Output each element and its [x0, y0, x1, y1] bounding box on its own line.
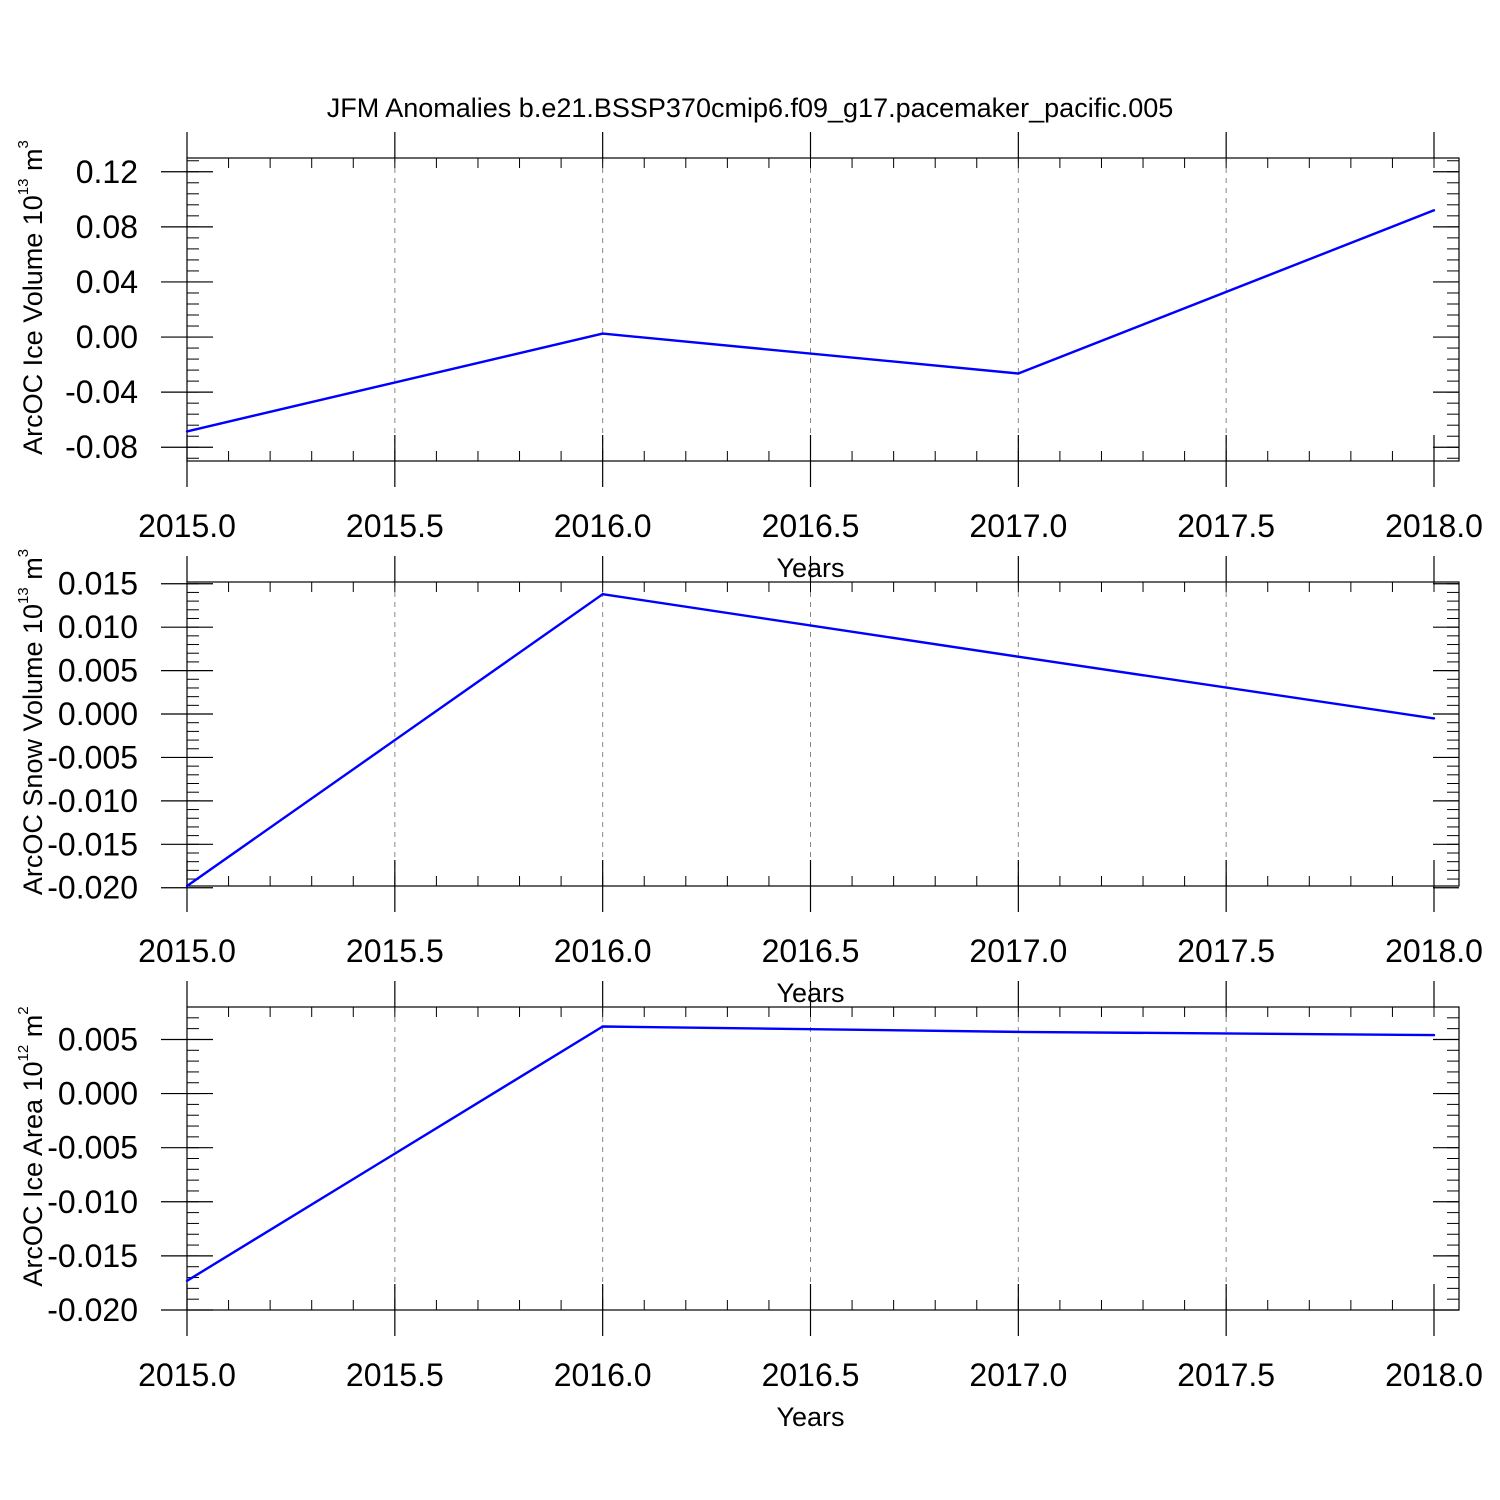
y-tick-label: 0.04 — [76, 264, 138, 300]
y-tick-label: -0.020 — [47, 870, 138, 906]
x-tick-label: 2016.5 — [762, 933, 860, 969]
chart-panel-3: 2015.0 2015.5 2016.0 2016.5 2017.0 2017.5 2018… — [15, 981, 1483, 1432]
data-point — [1432, 209, 1436, 212]
data-point — [601, 332, 604, 335]
y-tick-label: 0.08 — [76, 209, 138, 245]
x-tick-label: 2017.5 — [1177, 508, 1275, 544]
x-tick-label: 2015.5 — [346, 933, 444, 969]
x-tick-label: 2017.0 — [969, 1357, 1067, 1393]
data-point — [1432, 1033, 1436, 1037]
plot-frame — [186, 157, 1460, 462]
x-tick-label: 2018.0 — [1385, 508, 1483, 544]
x-tick-label: 2015.5 — [346, 1357, 444, 1393]
x-tick-label: 2015.5 — [346, 508, 444, 544]
y-tick-label: 0.000 — [58, 1076, 138, 1112]
y-tick-label: 0.12 — [76, 154, 138, 190]
x-tick-label: 2017.0 — [969, 933, 1067, 969]
y-axis-label: ArcOC Ice Area 1012 m2 — [15, 1006, 48, 1286]
y-tick-label: -0.005 — [47, 739, 138, 775]
x-tick-label: 2016.5 — [762, 508, 860, 544]
data-point — [1017, 372, 1020, 375]
series-line-1 — [186, 209, 1435, 433]
y-tick-label: 0.005 — [58, 653, 138, 689]
x-tick-label: 2016.0 — [554, 933, 652, 969]
y-tick-label: -0.010 — [47, 1184, 138, 1220]
y-tick-label: 0.000 — [58, 696, 138, 732]
chart-panel-2: 2015.0 2015.5 2016.0 2016.5 2017.0 2017.5 2018… — [15, 549, 1483, 1008]
x-tick-label: 2017.0 — [969, 508, 1067, 544]
data-point — [1432, 717, 1436, 720]
y-tick-label: -0.015 — [47, 1238, 138, 1274]
x-tick-label: 2016.0 — [554, 508, 652, 544]
y-tick-label: -0.015 — [47, 826, 138, 862]
y-axis-label: ArcOC Ice Volume 1013 m3 — [15, 140, 48, 455]
y-tick-label: 0.015 — [58, 566, 138, 602]
x-tick-label: 2015.0 — [138, 508, 236, 544]
plot-frame — [186, 581, 1460, 887]
series-line-1 — [186, 1025, 1435, 1282]
y-tick-label: 0.010 — [58, 609, 138, 645]
series-line-1 — [186, 593, 1435, 887]
y-tick-label: -0.005 — [47, 1130, 138, 1166]
x-tick-label: 2016.0 — [554, 1357, 652, 1393]
x-tick-label: 2015.0 — [138, 933, 236, 969]
chart-panel-1: 2015.0 2015.5 2016.0 2016.5 2017.0 2017.5 2018… — [15, 132, 1483, 583]
x-tick-label: 2017.5 — [1177, 933, 1275, 969]
x-tick-label: 2018.0 — [1385, 933, 1483, 969]
y-tick-label: -0.010 — [47, 783, 138, 819]
y-tick-label: -0.08 — [65, 429, 138, 465]
data-point — [1017, 1030, 1020, 1034]
y-tick-label: -0.04 — [65, 374, 138, 410]
data-point — [601, 592, 604, 596]
y-tick-label: 0.00 — [76, 319, 138, 355]
y-tick-label: -0.020 — [47, 1292, 138, 1328]
plot-frame — [186, 1006, 1460, 1311]
x-tick-label: 2016.5 — [762, 1357, 860, 1393]
y-axis-label: ArcOC Snow Volume 1013 m3 — [15, 549, 48, 895]
data-point — [185, 1279, 189, 1282]
data-point — [185, 430, 189, 433]
figure-title: JFM Anomalies b.e21.BSSP370cmip6.f09_g17… — [327, 93, 1174, 123]
y-tick-label: 0.005 — [58, 1021, 138, 1057]
x-tick-label: 2017.5 — [1177, 1357, 1275, 1393]
x-axis-label: Years — [776, 1402, 844, 1432]
x-tick-label: 2018.0 — [1385, 1357, 1483, 1393]
data-point — [185, 884, 189, 888]
data-point — [601, 1025, 604, 1028]
x-tick-label: 2015.0 — [138, 1357, 236, 1393]
chart-panels: 2015.0 2015.5 2016.0 2016.5 2017.0 2017.5 2018… — [15, 132, 1483, 1432]
data-point — [1017, 655, 1020, 658]
